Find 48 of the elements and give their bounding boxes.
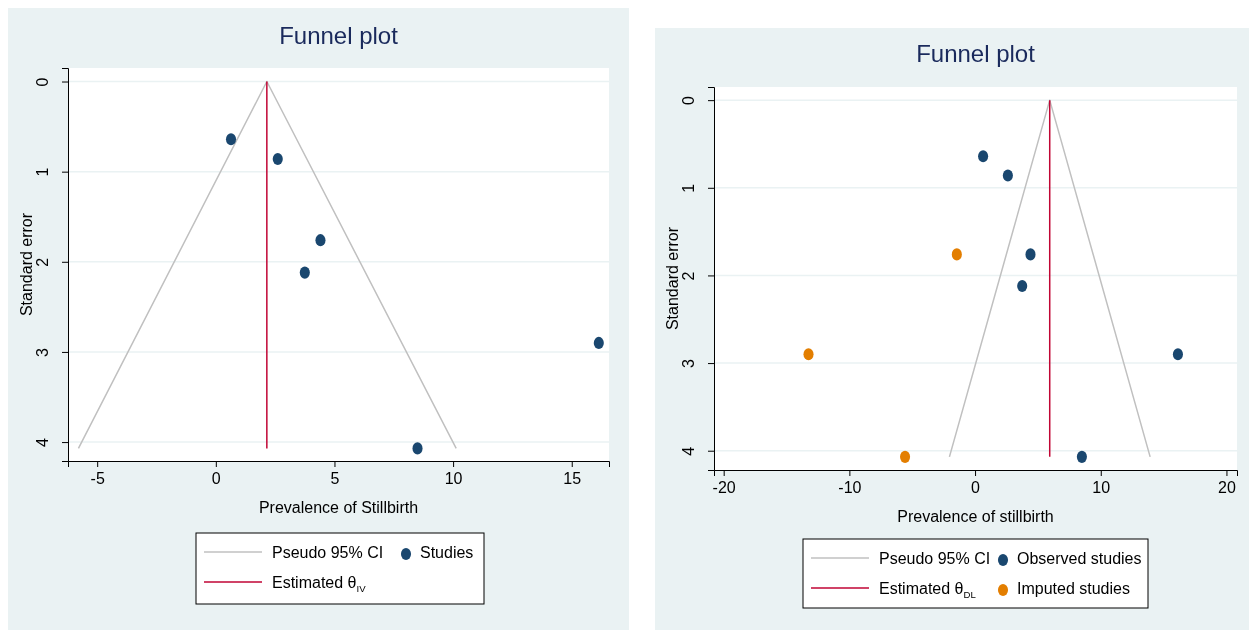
- point: [412, 442, 423, 455]
- point: [272, 153, 283, 166]
- legend-label: Pseudo 95% CI: [272, 544, 384, 561]
- x-tick-label: -10: [838, 479, 862, 497]
- point: [978, 150, 989, 163]
- point: [593, 336, 604, 349]
- point: [1076, 450, 1087, 463]
- y-tick-label: 1: [680, 183, 697, 193]
- x-tick-label: -20: [712, 479, 736, 497]
- x-tick-label: -5: [90, 470, 105, 488]
- y-axis-title: Standard error: [18, 212, 35, 317]
- point: [315, 234, 326, 247]
- x-tick-label: 5: [330, 470, 340, 488]
- legend-label: Pseudo 95% CI: [879, 550, 991, 567]
- legend-label: Studies: [420, 544, 474, 561]
- point: [1172, 348, 1183, 361]
- point: [803, 348, 814, 361]
- x-tick-label: 0: [971, 479, 981, 497]
- point: [900, 450, 911, 463]
- point: [1017, 279, 1028, 292]
- y-axis-title: Standard error: [664, 226, 681, 331]
- x-axis-title: Prevalence of Stillbirth: [258, 499, 419, 516]
- y-tick-label: 1: [34, 167, 51, 177]
- y-tick-label: 3: [680, 359, 697, 369]
- point: [1025, 248, 1036, 261]
- legend-label: Imputed studies: [1017, 580, 1130, 597]
- y-tick-label: 4: [680, 446, 697, 456]
- point: [1002, 169, 1013, 182]
- x-tick-label: 0: [211, 470, 221, 488]
- y-tick-label: 4: [34, 438, 51, 448]
- x-tick-label: 15: [563, 470, 582, 488]
- x-axis-title: Prevalence of stillbirth: [897, 508, 1054, 525]
- legend-label: Estimated θ$_{DL}$: [879, 580, 977, 600]
- y-tick-label: 3: [34, 347, 51, 357]
- point: [951, 248, 962, 261]
- y-tick-label: 2: [680, 271, 697, 281]
- legend-label: Estimated θ$_{IV}$: [272, 574, 367, 594]
- x-tick-label: 10: [444, 470, 463, 488]
- legend-label: Observed studies: [1017, 550, 1142, 567]
- chart-title: Funnel plot: [279, 22, 399, 49]
- y-tick-label: 2: [34, 257, 51, 267]
- x-tick-label: 10: [1092, 479, 1111, 497]
- chart-title: Funnel plot: [916, 40, 1036, 67]
- point: [299, 266, 310, 279]
- y-tick-label: 0: [34, 77, 51, 87]
- point: [225, 133, 237, 146]
- y-tick-label: 0: [680, 96, 697, 106]
- x-tick-label: 20: [1218, 479, 1236, 497]
